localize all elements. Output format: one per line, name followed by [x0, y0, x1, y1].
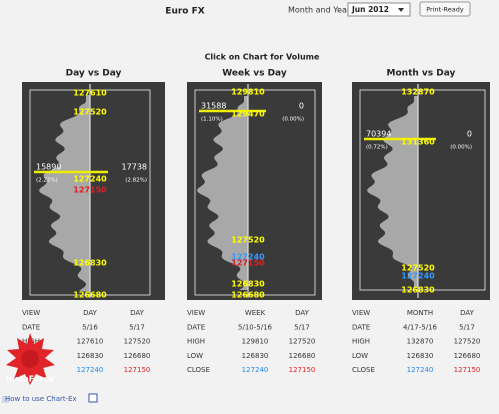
panel-title: Week vs Day [222, 69, 287, 79]
month-value: Jun 2012 [351, 5, 389, 14]
row-value: 126680 [289, 352, 316, 360]
price-label: 127240 [401, 272, 435, 281]
row-label: LOW [352, 352, 368, 360]
price-label: 126830 [401, 286, 435, 295]
price-label: 129810 [231, 88, 265, 97]
page-title: Euro FX [165, 7, 204, 17]
price-label: 127150 [73, 186, 107, 195]
row-value: 127240 [407, 366, 434, 374]
price-label: 127520 [401, 264, 435, 273]
row-value: 126680 [124, 352, 151, 360]
print-button[interactable] [419, 1, 471, 17]
row-label: VIEW [187, 309, 205, 317]
price-label: 126830 [231, 280, 265, 289]
row-value: 127150 [289, 366, 316, 374]
right-pct: (2.82%) [125, 178, 147, 184]
row-value: 127240 [242, 366, 269, 374]
left-pct: (1.10%) [201, 117, 223, 123]
row-value: 127150 [454, 366, 481, 374]
row-label: DATE [22, 323, 40, 331]
month-select[interactable] [347, 2, 411, 17]
price-label: 126680 [73, 291, 107, 300]
print-button-label: Print-Ready [426, 6, 464, 14]
row-value: DAY [130, 309, 145, 317]
logo-text: InstaForex [6, 375, 55, 384]
row-value: 127520 [124, 338, 151, 346]
row-value: 129810 [242, 338, 269, 346]
row-value: 127150 [124, 366, 151, 374]
row-label: VIEW [352, 309, 370, 317]
footer-link[interactable]: How to use Chart-Ex [5, 395, 77, 403]
row-value: 132870 [407, 338, 434, 346]
price-label: 132870 [401, 88, 435, 97]
row-value: 126680 [454, 352, 481, 360]
price-label: 127150 [231, 259, 265, 268]
row-label: LOW [187, 352, 203, 360]
row-label: HIGH [187, 338, 205, 346]
left-pct: (2.22%) [36, 178, 58, 184]
row-value: 126830 [77, 352, 104, 360]
row-value: 127520 [289, 338, 316, 346]
volume-profile [367, 96, 418, 288]
expand-icon[interactable] [88, 393, 98, 403]
dropdown-arrow [398, 8, 404, 12]
panel-title: Month vs Day [387, 69, 456, 79]
row-value: 5/17 [294, 323, 310, 331]
row-value: 5/16 [82, 323, 98, 331]
price-label: 127520 [231, 236, 265, 245]
price-label: 131360 [401, 138, 435, 147]
logo-bg [2, 396, 9, 403]
row-value: 5/17 [129, 323, 145, 331]
row-value: DAY [460, 309, 475, 317]
left-volume: 70394 [366, 130, 391, 139]
panel-title: Day vs Day [66, 69, 122, 79]
left-volume: 31588 [201, 102, 226, 111]
row-value: 126830 [242, 352, 269, 360]
row-label: DATE [352, 323, 370, 331]
row-value: 5/17 [459, 323, 475, 331]
price-label: 127520 [73, 108, 107, 117]
row-value: 127240 [77, 366, 104, 374]
right-pct: (0.00%) [282, 117, 304, 123]
instruction: Click on Chart for Volume [205, 53, 320, 62]
row-label: CLOSE [187, 366, 210, 374]
row-value: DAY [295, 309, 310, 317]
price-label: 127240 [73, 175, 107, 184]
row-label: CLOSE [352, 366, 375, 374]
row-value: DAY [83, 309, 98, 317]
price-label: 127610 [73, 89, 107, 98]
price-label: 129470 [231, 110, 265, 119]
right-volume: 0 [467, 130, 472, 139]
left-pct: (0.72%) [366, 145, 388, 151]
row-value: 127520 [454, 338, 481, 346]
volume-profile [39, 95, 90, 292]
left-volume: 15890 [36, 163, 61, 172]
range-box [359, 89, 486, 291]
row-label: VIEW [22, 309, 40, 317]
price-label: 126680 [231, 291, 265, 300]
logo-center [21, 350, 39, 368]
row-value: MONTH [407, 309, 433, 317]
row-value: 5/10-5/16 [238, 323, 273, 331]
right-volume: 17738 [122, 163, 147, 172]
price-label: 126830 [73, 259, 107, 268]
row-value: 127610 [77, 338, 104, 346]
price-label: 127240 [231, 253, 265, 262]
row-label: HIGH [352, 338, 370, 346]
row-label: DATE [187, 323, 205, 331]
row-value: WEEK [245, 309, 266, 317]
right-pct: (0.00%) [450, 145, 472, 151]
range-box [194, 89, 316, 296]
row-value: 4/17-5/16 [403, 323, 438, 331]
row-value: 126830 [407, 352, 434, 360]
month-label: Month and Year: [288, 6, 353, 15]
volume-profile [197, 96, 248, 290]
right-volume: 0 [299, 102, 304, 111]
